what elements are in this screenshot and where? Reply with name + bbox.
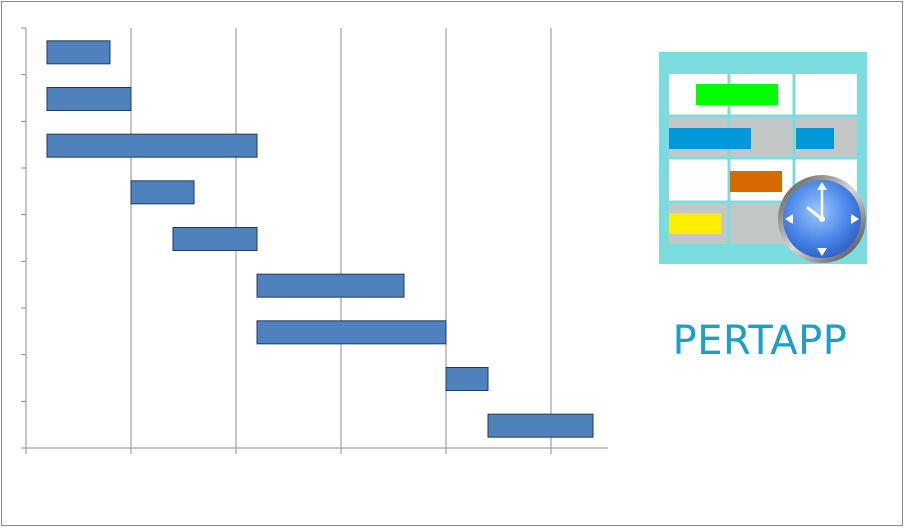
clock-icon	[778, 175, 866, 263]
task-bar	[172, 227, 258, 251]
gantt-chart	[21, 27, 608, 454]
logo-bar-orange	[730, 171, 782, 192]
pertapp-logo-icon	[659, 52, 867, 264]
task-bar	[256, 320, 447, 345]
logo-bar-blue-short	[796, 128, 834, 149]
logo-bar-green	[696, 84, 778, 105]
brand-name: PERTAPP	[672, 318, 848, 364]
task-bar	[46, 40, 111, 65]
task-bar	[46, 133, 258, 158]
task-bar	[487, 413, 594, 438]
logo-bar-blue	[669, 128, 751, 149]
task-bar	[445, 367, 489, 391]
task-bar	[256, 273, 405, 298]
task-bar	[130, 180, 195, 205]
task-bar	[46, 87, 132, 111]
logo-bar-yellow	[669, 213, 721, 234]
